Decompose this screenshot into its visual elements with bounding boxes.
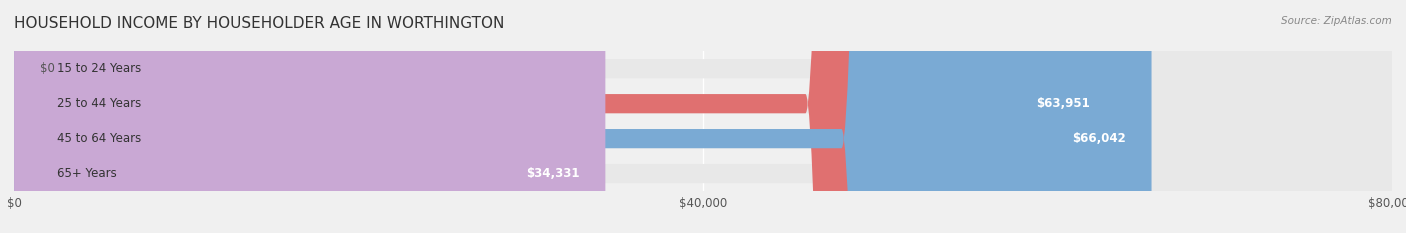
Text: $0: $0	[39, 62, 55, 75]
Text: $63,951: $63,951	[1036, 97, 1090, 110]
FancyBboxPatch shape	[14, 0, 1392, 233]
Text: Source: ZipAtlas.com: Source: ZipAtlas.com	[1281, 16, 1392, 26]
Text: 45 to 64 Years: 45 to 64 Years	[58, 132, 142, 145]
FancyBboxPatch shape	[14, 0, 606, 233]
Text: 65+ Years: 65+ Years	[58, 167, 117, 180]
FancyBboxPatch shape	[14, 0, 1392, 233]
Text: 15 to 24 Years: 15 to 24 Years	[58, 62, 142, 75]
Text: $34,331: $34,331	[526, 167, 579, 180]
FancyBboxPatch shape	[14, 0, 1392, 233]
FancyBboxPatch shape	[14, 0, 1392, 233]
Text: HOUSEHOLD INCOME BY HOUSEHOLDER AGE IN WORTHINGTON: HOUSEHOLD INCOME BY HOUSEHOLDER AGE IN W…	[14, 16, 505, 31]
FancyBboxPatch shape	[14, 0, 1152, 233]
Text: 25 to 44 Years: 25 to 44 Years	[58, 97, 142, 110]
Text: $66,042: $66,042	[1071, 132, 1126, 145]
FancyBboxPatch shape	[14, 0, 1115, 233]
